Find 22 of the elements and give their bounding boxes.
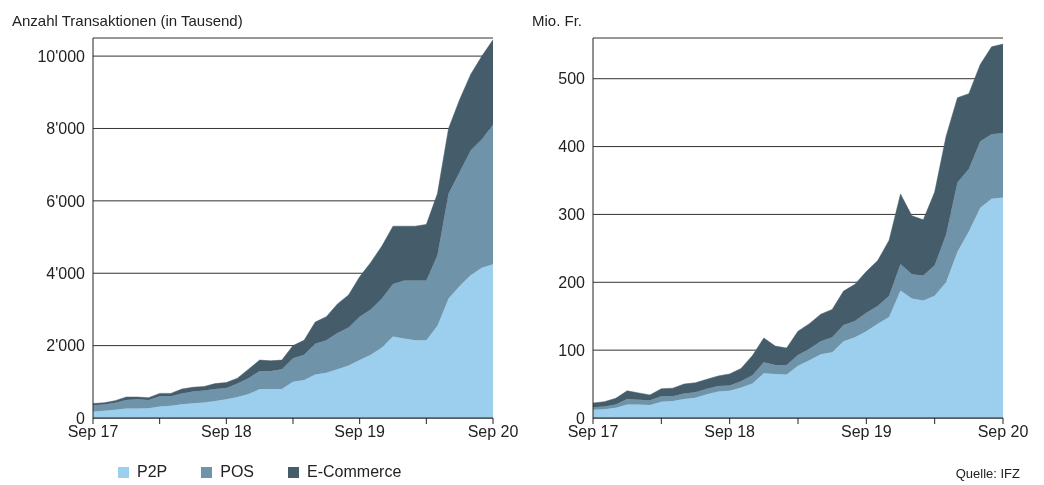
source-note: Quelle: IFZ [955,466,1020,481]
x-tick-label: Sep 20 [467,423,519,441]
y-tick-label: 6'000 [46,192,86,210]
y-axis-title: Mio. Fr. [532,12,583,29]
y-tick-label: 300 [558,206,586,224]
x-tick-label: Sep 20 [977,423,1029,441]
y-axis-title: Anzahl Transaktionen (in Tausend) [12,12,243,29]
x-tick-label: Sep 19 [334,423,386,441]
legend-label: P2P [137,463,168,481]
y-tick-label: 4'000 [46,264,86,282]
x-tick-label: Sep 18 [200,423,252,441]
legend-label: E-Commerce [307,463,402,481]
y-tick-label: 400 [558,138,586,156]
y-tick-label: 10'000 [37,47,86,65]
legend-label: POS [220,463,255,481]
y-tick-label: 2'000 [46,337,86,355]
x-tick-label: Sep 19 [840,423,892,441]
y-tick-label: 100 [558,341,586,359]
y-tick-label: 8'000 [46,120,86,138]
y-tick-label: 500 [558,70,586,88]
x-tick-label: Sep 18 [704,423,756,441]
y-tick-label: 200 [558,273,586,291]
